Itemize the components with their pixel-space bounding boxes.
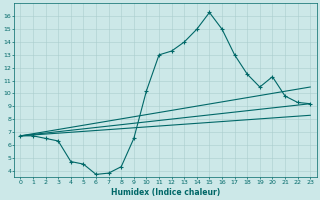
- X-axis label: Humidex (Indice chaleur): Humidex (Indice chaleur): [111, 188, 220, 197]
